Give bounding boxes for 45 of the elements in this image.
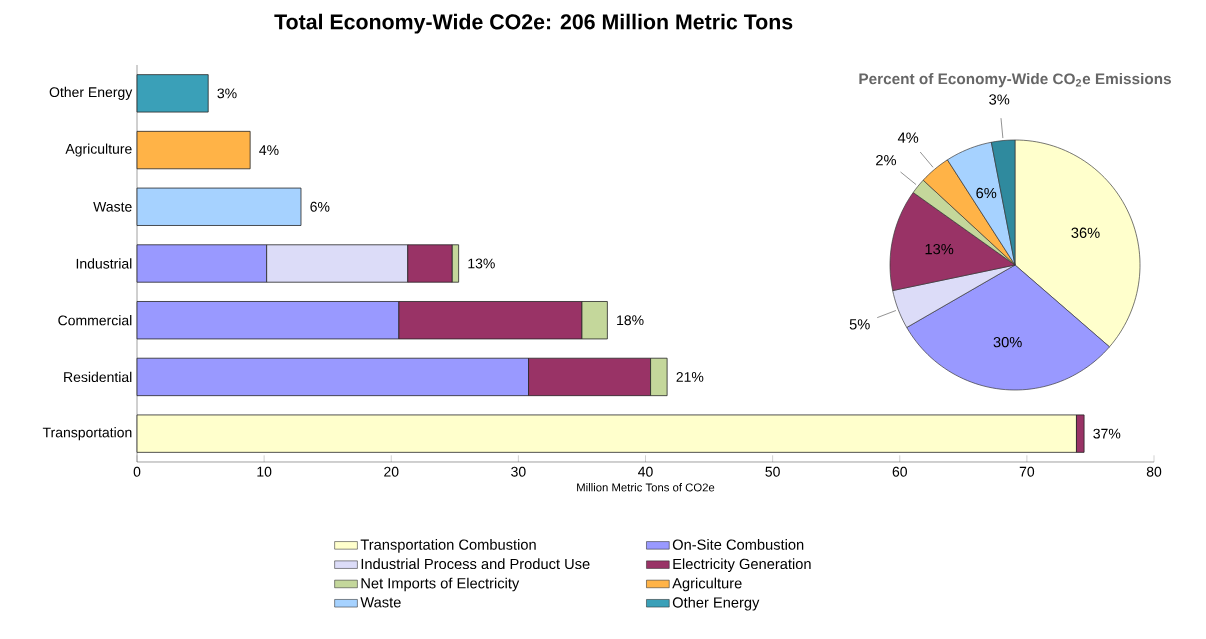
y-tick-label: Waste: [93, 201, 132, 212]
y-tick-label: Commercial: [58, 315, 132, 326]
chart-title: Percent of Economy-Wide CO$_{2}$e Emissions: [859, 73, 1171, 88]
data-label: 3%: [989, 94, 1010, 105]
data-label: 30%: [993, 336, 1022, 348]
annotation: 37%: [1093, 428, 1121, 439]
x-tick-label: 30: [511, 466, 526, 477]
y-tick-label: Other Energy: [49, 86, 133, 100]
annotation: 21%: [676, 372, 704, 382]
legend-label: Electricity Generation: [673, 558, 811, 573]
bar: [136, 187, 302, 226]
x-tick-label: 40: [638, 466, 653, 477]
annotation: 18%: [617, 315, 644, 326]
x-tick-label: 20: [384, 466, 399, 477]
x-tick-label: 80: [1146, 466, 1162, 477]
bar: [136, 130, 251, 170]
legend-label: Transportation Combustion: [360, 539, 536, 553]
chart-title: Total Economy-Wide CO2e: 206 Million Metric Tons: [274, 13, 793, 34]
x-axis-title: Million Metric Tons of CO2e: [577, 483, 715, 492]
data-label: 6%: [976, 187, 997, 199]
legend-label: Net Imports of Electricity: [361, 577, 520, 592]
data-label: 5%: [849, 319, 870, 330]
legend-label: Waste: [360, 597, 401, 608]
x-tick-label: 0: [133, 466, 141, 477]
annotation: 3%: [217, 88, 237, 99]
annotation: 6%: [310, 201, 330, 212]
y-tick-label: Agriculture: [65, 143, 132, 157]
bar: [136, 74, 209, 113]
y-tick-label: Residential: [64, 371, 132, 383]
data-label: 4%: [897, 132, 919, 143]
y-tick-label: Transportation: [42, 427, 132, 441]
legend-label: Industrial Process and Product Use: [361, 558, 590, 570]
x-tick-label: 50: [765, 466, 780, 477]
legend-label: Agriculture: [672, 577, 742, 592]
legend-label: On-Site Combustion: [672, 539, 804, 550]
x-tick-label: 10: [257, 466, 272, 477]
x-tick-label: 60: [892, 466, 907, 477]
y-tick-label: Industrial: [76, 258, 132, 269]
x-tick-label: 70: [1019, 466, 1035, 477]
annotation: 13%: [468, 258, 495, 269]
data-label: 2%: [876, 155, 897, 166]
data-label: 36%: [1071, 227, 1100, 238]
legend-label: Other Energy: [672, 596, 760, 611]
data-label: 13%: [925, 243, 954, 255]
annotation: 4%: [259, 145, 279, 155]
